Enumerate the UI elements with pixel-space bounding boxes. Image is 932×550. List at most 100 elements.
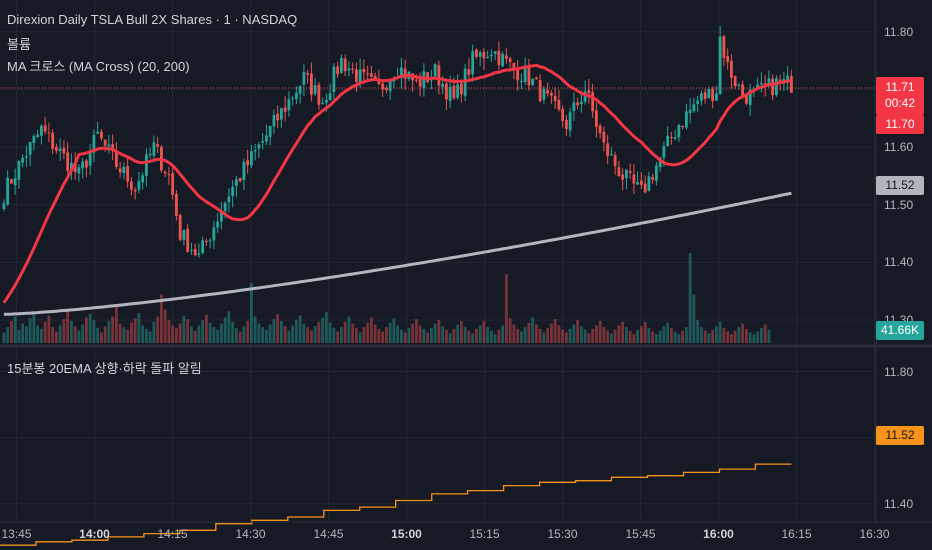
price-tick-0: 11.80: [884, 24, 914, 39]
candle: [51, 129, 55, 155]
candle: [490, 49, 493, 63]
candle: [643, 175, 647, 194]
candle: [96, 122, 100, 135]
volume-bar: [302, 323, 306, 343]
candle: [388, 78, 392, 101]
volume-bar: [760, 328, 763, 343]
symbol-title[interactable]: Direxion Daily TSLA Bull 2X Shares · 1 ·…: [7, 12, 298, 27]
ma-cross-legend[interactable]: MA 크로스 (MA Cross) (20, 200): [7, 59, 190, 74]
candle: [516, 60, 520, 91]
volume-bar: [201, 320, 205, 343]
time-tick-5: 15:00: [391, 527, 422, 541]
volume-bar: [171, 325, 175, 343]
lower-pane-title[interactable]: 15분봉 20EMA 상향·하락 돌파 알림: [7, 361, 202, 376]
candle: [291, 95, 295, 106]
ma-fast-tag: 11.70: [876, 115, 924, 134]
volume-bar: [148, 331, 152, 343]
volume-bar: [362, 327, 366, 343]
last-price-tag: 11.71 00:42: [876, 77, 924, 115]
candle: [193, 243, 197, 257]
candle: [610, 146, 613, 156]
candle: [478, 50, 482, 67]
volume-tag: 41.66K: [876, 321, 924, 340]
candle: [321, 97, 325, 105]
volume-bar: [17, 329, 21, 343]
volume-bar: [96, 328, 100, 343]
volume-bar: [385, 327, 388, 343]
candle: [595, 103, 598, 138]
time-tick-2: 14:15: [157, 527, 188, 541]
price-tick-2: 11.60: [884, 140, 914, 155]
candle: [523, 57, 527, 86]
volume-bar: [51, 327, 55, 343]
time-tick-6: 15:15: [469, 527, 500, 541]
volume-bar: [358, 332, 362, 343]
candle: [100, 129, 103, 141]
volume-bar: [163, 309, 167, 343]
volume-bar: [437, 320, 441, 343]
volume-bar: [407, 328, 411, 343]
volume-bar: [43, 321, 47, 343]
volume-bar: [733, 330, 737, 343]
candle: [700, 90, 703, 106]
volume-bar: [610, 333, 613, 343]
price-tick-3: 11.50: [884, 197, 914, 212]
time-tick-7: 15:30: [547, 527, 578, 541]
volume-bar: [21, 323, 25, 343]
volume-bar: [325, 312, 328, 343]
time-tick-0: 13:45: [1, 527, 32, 541]
volume-bar: [156, 316, 160, 343]
candle: [231, 180, 235, 208]
volume-bar: [396, 325, 400, 343]
candle: [718, 25, 722, 95]
candle: [295, 86, 298, 105]
candle: [133, 187, 137, 200]
candle: [613, 151, 617, 175]
candle: [6, 170, 10, 206]
volume-bar: [418, 325, 422, 343]
volume-bar: [745, 328, 748, 343]
candle: [306, 69, 310, 84]
volume-bar: [253, 316, 257, 343]
volume-bar: [231, 321, 235, 343]
volume-bar: [433, 323, 437, 343]
candle: [542, 86, 546, 104]
volume-bar: [497, 329, 501, 343]
volume-bar: [422, 328, 426, 343]
volume-bar: [2, 332, 6, 343]
candle: [497, 41, 501, 70]
candle: [486, 50, 490, 59]
volume-bar: [190, 326, 193, 343]
candle: [651, 173, 655, 185]
volume-bar: [388, 322, 392, 343]
volume-bar: [411, 323, 415, 343]
volume-bar: [748, 332, 752, 343]
volume-legend[interactable]: 볼륨: [7, 37, 31, 52]
candle: [550, 90, 553, 104]
candle: [66, 142, 70, 181]
candle: [715, 85, 718, 101]
volume-bar: [216, 329, 220, 343]
volume-bar: [711, 329, 715, 343]
volume-bar: [280, 320, 283, 343]
candle: [25, 145, 28, 167]
candle: [535, 76, 538, 80]
volume-bar: [403, 332, 407, 343]
volume-bar: [651, 331, 655, 343]
volume-bar: [696, 320, 700, 343]
volume-bar: [546, 328, 550, 343]
candle: [55, 143, 58, 154]
candle: [81, 157, 85, 179]
volume-bar: [40, 328, 43, 343]
candle: [501, 51, 505, 68]
candle: [568, 107, 572, 137]
volume-bar: [328, 322, 332, 343]
candle: [688, 98, 692, 124]
volume-bar: [317, 321, 321, 343]
candle: [242, 158, 246, 190]
volume-bar: [193, 330, 197, 343]
last-price-value: 11.71: [885, 80, 915, 94]
volume-bar: [580, 326, 583, 343]
volume-bar: [692, 294, 696, 343]
